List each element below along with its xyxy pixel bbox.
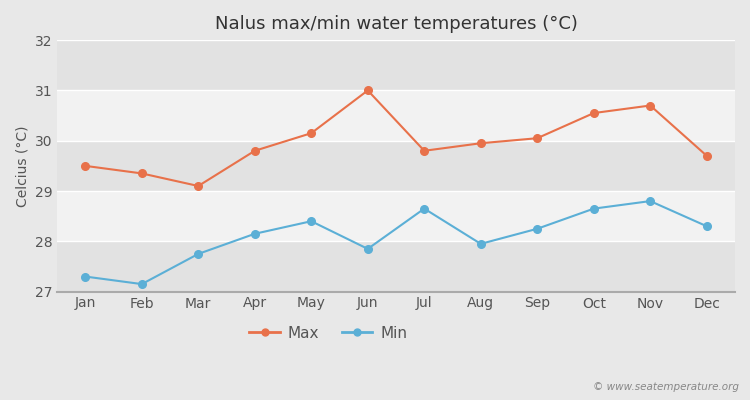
Bar — [57, 40, 735, 90]
Legend: Max, Min: Max, Min — [243, 320, 413, 347]
Bar — [57, 191, 735, 241]
Text: © www.seatemperature.org: © www.seatemperature.org — [592, 382, 739, 392]
Y-axis label: Celcius (°C): Celcius (°C) — [15, 125, 29, 207]
Title: Nalus max/min water temperatures (°C): Nalus max/min water temperatures (°C) — [214, 15, 578, 33]
Bar — [57, 141, 735, 191]
Bar — [57, 90, 735, 141]
Bar — [57, 241, 735, 292]
